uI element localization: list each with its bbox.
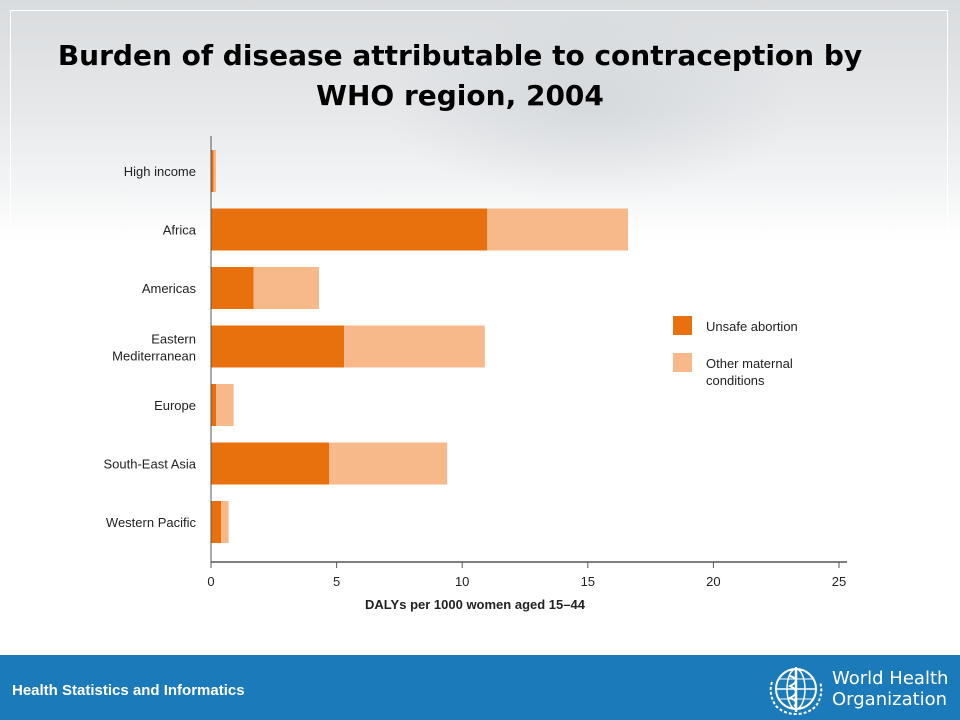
bar-other-maternal-1	[487, 208, 628, 251]
legend-label-0: Unsafe abortion	[706, 319, 798, 334]
legend-label-1: Other maternal conditions	[706, 356, 793, 388]
bar-unsafe-abortion-3	[211, 325, 345, 368]
x-tick-label-2: 10	[455, 574, 469, 589]
who-name-line1: World Health	[832, 668, 949, 689]
category-label-5: South-East Asia	[104, 457, 197, 472]
bar-unsafe-abortion-5	[211, 442, 330, 485]
bar-other-maternal-3	[344, 325, 485, 368]
bar-other-maternal-6	[221, 501, 229, 543]
bar-unsafe-abortion-2	[211, 267, 254, 309]
slide-frame	[10, 10, 948, 650]
category-label-6: Western Pacific	[106, 515, 197, 530]
bar-unsafe-abortion-0	[211, 150, 214, 192]
bar-other-maternal-0	[213, 150, 217, 192]
legend-swatch-0	[673, 316, 692, 335]
bar-other-maternal-4	[216, 384, 234, 426]
category-label-0: High income	[124, 164, 196, 179]
x-tick-label-0: 0	[207, 574, 214, 589]
who-name-line2: Organization	[832, 689, 948, 710]
bar-unsafe-abortion-4	[211, 384, 217, 426]
x-axis-title: DALYs per 1000 women aged 15–44	[365, 597, 586, 612]
who-emblem-icon	[769, 667, 823, 716]
world-map-watermark	[380, 10, 800, 200]
category-label-2: Americas	[142, 281, 197, 296]
footer-label: Health Statistics and Informatics	[12, 682, 245, 699]
bar-other-maternal-5	[329, 442, 448, 485]
category-label-4: Europe	[154, 398, 196, 413]
legend-swatch-1	[673, 353, 692, 372]
bar-unsafe-abortion-1	[211, 208, 488, 251]
category-label-1: Africa	[163, 223, 197, 238]
slide-title: Burden of disease attributable to contra…	[57, 39, 863, 112]
x-tick-label-4: 20	[706, 574, 720, 589]
bar-other-maternal-2	[253, 267, 320, 309]
category-label-3: Eastern Mediterranean	[112, 332, 196, 364]
bar-chart: High income Africa Americas Eastern Mediterr…	[104, 136, 847, 612]
x-tick-label-1: 5	[333, 574, 340, 589]
x-tick-label-3: 15	[581, 574, 595, 589]
x-tick-label-5: 25	[832, 574, 846, 589]
bar-unsafe-abortion-6	[211, 501, 222, 543]
who-wordmark: World Health Organization	[832, 668, 948, 710]
